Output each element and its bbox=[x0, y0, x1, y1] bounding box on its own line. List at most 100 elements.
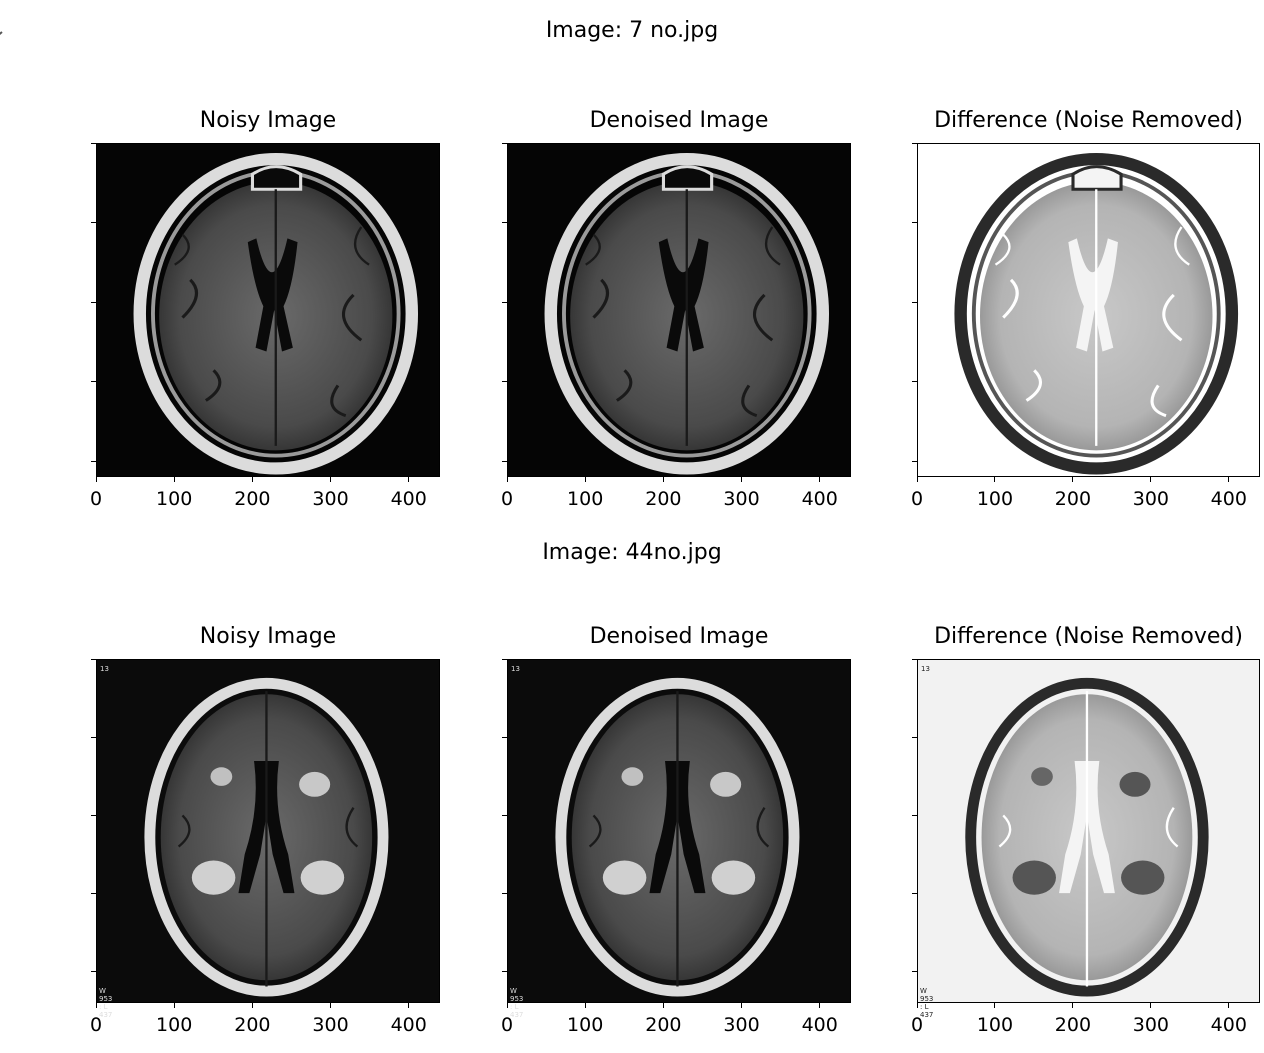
x-tick-mark bbox=[506, 477, 508, 482]
x-tick-label: 200 bbox=[1054, 488, 1092, 510]
panel-title: Noisy Image bbox=[199, 624, 337, 649]
x-tick-label: 300 bbox=[723, 1014, 760, 1036]
x-tick-label: 400 bbox=[801, 1014, 838, 1036]
y-tick-mark bbox=[912, 658, 917, 660]
y-tick-mark bbox=[502, 381, 507, 383]
y-tick-mark bbox=[91, 301, 96, 303]
x-tick-label: 0 bbox=[500, 1014, 514, 1036]
x-tick-mark bbox=[95, 477, 97, 482]
x-tick-label: 100 bbox=[567, 488, 604, 510]
x-tick-label: 200 bbox=[234, 488, 271, 510]
x-tick-mark bbox=[819, 1003, 821, 1008]
image-axes bbox=[96, 143, 440, 477]
x-tick-mark bbox=[173, 477, 175, 482]
x-tick-label: 400 bbox=[1210, 488, 1247, 510]
y-tick-mark bbox=[91, 893, 96, 895]
y-tick-mark bbox=[91, 736, 96, 738]
y-tick-mark bbox=[502, 893, 507, 895]
x-tick-mark bbox=[994, 477, 996, 482]
x-tick-mark bbox=[1150, 477, 1152, 482]
y-tick-mark bbox=[502, 222, 507, 224]
y-tick-mark bbox=[912, 381, 917, 383]
x-tick-label: 300 bbox=[312, 1014, 349, 1036]
x-tick-mark bbox=[662, 477, 664, 482]
x-tick-label: 400 bbox=[1210, 1014, 1247, 1036]
y-tick-mark bbox=[912, 814, 917, 816]
x-tick-label: 100 bbox=[976, 488, 1014, 510]
x-tick-label: 0 bbox=[910, 1014, 924, 1036]
y-tick-mark bbox=[91, 381, 96, 383]
overlay-window-level: W 953 : L 437 bbox=[510, 987, 524, 1019]
y-tick-mark bbox=[502, 814, 507, 816]
overlay-window-level: W 953 : L 437 bbox=[99, 987, 113, 1019]
x-tick-mark bbox=[330, 1003, 332, 1008]
y-tick-mark bbox=[91, 222, 96, 224]
image-axes bbox=[507, 659, 851, 1003]
x-tick-mark bbox=[819, 477, 821, 482]
image-axes bbox=[917, 143, 1260, 477]
y-tick-mark bbox=[912, 893, 917, 895]
x-tick-mark bbox=[662, 1003, 664, 1008]
x-tick-label: 100 bbox=[976, 1014, 1014, 1036]
overlay-slice-number: 13 bbox=[100, 665, 109, 673]
x-tick-mark bbox=[916, 477, 918, 482]
x-tick-label: 400 bbox=[801, 488, 838, 510]
x-tick-mark bbox=[1150, 1003, 1152, 1008]
mri-brain-image bbox=[97, 144, 439, 476]
image-axes bbox=[507, 143, 851, 477]
x-tick-label: 300 bbox=[723, 488, 760, 510]
x-tick-mark bbox=[584, 477, 586, 482]
image-axes bbox=[917, 659, 1260, 1003]
y-tick-mark bbox=[502, 971, 507, 973]
y-tick-mark bbox=[502, 142, 507, 144]
y-tick-mark bbox=[912, 971, 917, 973]
x-tick-mark bbox=[330, 477, 332, 482]
y-tick-mark bbox=[912, 222, 917, 224]
x-tick-label: 200 bbox=[234, 1014, 271, 1036]
panel-title: Noisy Image bbox=[199, 108, 337, 133]
x-tick-mark bbox=[1228, 477, 1230, 482]
mri-brain-image bbox=[918, 660, 1259, 1002]
x-tick-label: 100 bbox=[156, 1014, 193, 1036]
x-tick-label: 200 bbox=[645, 1014, 682, 1036]
y-tick-mark bbox=[912, 142, 917, 144]
y-tick-mark bbox=[502, 460, 507, 462]
x-tick-label: 300 bbox=[1132, 488, 1169, 510]
x-tick-label: 400 bbox=[390, 1014, 427, 1036]
overlay-slice-number: 13 bbox=[511, 665, 520, 673]
x-tick-mark bbox=[251, 477, 253, 482]
x-tick-label: 100 bbox=[156, 488, 193, 510]
x-tick-label: 0 bbox=[89, 488, 103, 510]
x-tick-mark bbox=[506, 1003, 508, 1008]
y-tick-mark bbox=[912, 460, 917, 462]
y-tick-mark bbox=[502, 301, 507, 303]
x-tick-label: 300 bbox=[1132, 1014, 1169, 1036]
y-tick-mark bbox=[91, 814, 96, 816]
x-tick-mark bbox=[1072, 477, 1074, 482]
x-tick-mark bbox=[584, 1003, 586, 1008]
overlay-slice-number: 13 bbox=[921, 665, 930, 673]
x-tick-label: 200 bbox=[1054, 1014, 1092, 1036]
panel-title: Denoised Image bbox=[589, 108, 769, 133]
overlay-window-level: W 953 : L 437 bbox=[920, 987, 934, 1019]
mri-brain-image bbox=[97, 660, 439, 1002]
panel-title: Difference (Noise Removed) bbox=[934, 108, 1243, 133]
image-axes bbox=[96, 659, 440, 1003]
x-tick-mark bbox=[1072, 1003, 1074, 1008]
x-tick-mark bbox=[741, 477, 743, 482]
x-tick-mark bbox=[408, 1003, 410, 1008]
x-tick-mark bbox=[1228, 1003, 1230, 1008]
mri-brain-image bbox=[508, 660, 850, 1002]
x-tick-label: 0 bbox=[500, 488, 514, 510]
x-tick-mark bbox=[408, 477, 410, 482]
y-tick-mark bbox=[91, 971, 96, 973]
y-tick-mark bbox=[91, 460, 96, 462]
mri-brain-image bbox=[508, 144, 850, 476]
x-tick-mark bbox=[994, 1003, 996, 1008]
row2-suptitle: Image: 44no.jpg bbox=[542, 540, 722, 565]
x-tick-mark bbox=[741, 1003, 743, 1008]
y-tick-mark bbox=[912, 301, 917, 303]
y-tick-mark bbox=[912, 736, 917, 738]
row1-suptitle: Image: 7 no.jpg bbox=[545, 18, 719, 43]
mri-brain-image bbox=[918, 144, 1259, 476]
